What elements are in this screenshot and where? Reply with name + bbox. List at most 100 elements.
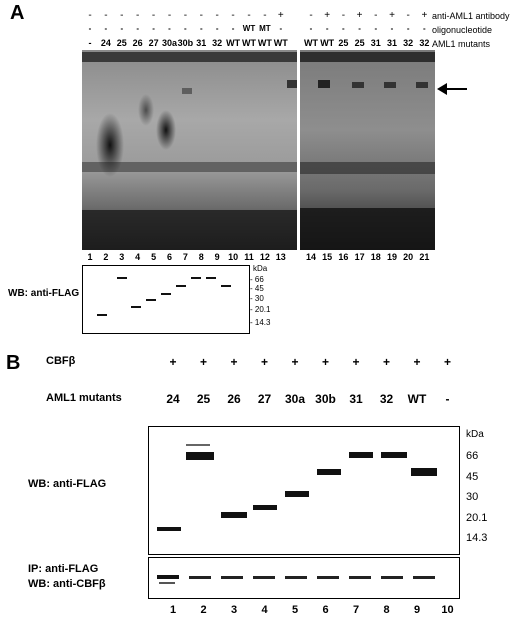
oligonucleotide-row-label: oligonucleotide: [432, 25, 493, 35]
lane-number: 10: [228, 252, 239, 262]
mutant-label: 32: [419, 38, 430, 48]
size-marker: 66: [466, 450, 479, 462]
lane-number: 2: [103, 252, 109, 262]
oligo-mark: -: [423, 24, 426, 33]
mutant-label: 26: [132, 38, 143, 48]
lane-number: 5: [291, 604, 299, 616]
antibody-mark: -: [136, 10, 140, 21]
mutant-label: WT: [273, 38, 288, 48]
oligo-mark: -: [184, 24, 187, 33]
cbf-mark: +: [169, 355, 177, 369]
shifted-complex-arrow-icon: [437, 83, 467, 95]
mutant-label: 25: [338, 38, 349, 48]
antibody-mark: -: [88, 10, 92, 21]
panel-a-letter: A: [10, 2, 25, 24]
cbf-mark: +: [413, 355, 421, 369]
mutant-label: 26: [227, 392, 241, 406]
oligo-mark: -: [279, 24, 283, 33]
mutant-label: WT: [257, 38, 272, 48]
cbf-mark: +: [230, 355, 238, 369]
mutant-label: WT: [320, 38, 335, 48]
oligo-mark: -: [215, 24, 219, 33]
lane-number: 4: [135, 252, 141, 262]
mutant-label: 25: [116, 38, 127, 48]
size-marker: - 30: [250, 294, 264, 303]
mutant-label: 32: [212, 38, 223, 48]
mutant-label: 32: [379, 392, 394, 406]
mutant-label: 31: [370, 38, 381, 48]
oligo-mark: -: [231, 24, 235, 33]
oligo-mark: -: [358, 24, 361, 33]
mutant-label: 24: [100, 38, 111, 48]
oligo-mark: -: [199, 24, 203, 33]
lane-number: 15: [322, 252, 333, 262]
oligo-mark: -: [342, 24, 345, 33]
emsa-gel-left: [82, 50, 297, 250]
mutant-label: WT: [407, 392, 427, 406]
panel-b-wb-label: WB: anti-FLAG: [28, 478, 107, 490]
lane-number: 17: [354, 252, 365, 262]
lane-number: 8: [383, 604, 390, 616]
antibody-mark: -: [199, 10, 203, 21]
panel-a-wb-label: WB: anti-FLAG: [8, 288, 80, 299]
lane-number: 6: [166, 252, 172, 262]
lane-number: 13: [275, 252, 286, 262]
lane-number: 12: [259, 252, 270, 262]
lane-number: 6: [322, 604, 329, 616]
mutant-label: 27: [257, 392, 272, 406]
lane-number: 20: [403, 252, 414, 262]
size-marker: - 14.3: [250, 318, 271, 327]
mutant-label: 31: [386, 38, 397, 48]
cbf-mark: +: [443, 355, 451, 369]
mutant-label: -: [88, 38, 92, 48]
antibody-row-label: anti-AML1 antibody: [432, 11, 510, 21]
mutant-label: 30a: [284, 392, 306, 406]
antibody-mark: +: [324, 10, 331, 21]
oligo-mark: -: [406, 24, 410, 33]
lane-number: 8: [198, 252, 204, 262]
cbf-mark: +: [321, 355, 329, 369]
antibody-mark: -: [231, 10, 235, 21]
panel-b-ip-blot: [148, 557, 460, 599]
cbf-mark: +: [291, 355, 299, 369]
antibody-mark: -: [120, 10, 124, 21]
mutant-label: 30b: [177, 38, 194, 48]
mutant-label: 25: [354, 38, 365, 48]
oligo-mark: -: [136, 24, 140, 33]
antibody-mark: +: [277, 10, 284, 21]
mutant-label: WT: [226, 38, 241, 48]
antibody-mark: -: [215, 10, 219, 21]
size-marker: 45: [466, 471, 479, 483]
antibody-mark: -: [104, 10, 108, 21]
lane-number: 11: [244, 252, 254, 262]
lane-number: 1: [87, 252, 93, 262]
antibody-mark: +: [421, 10, 428, 21]
panel-b-blot-bands: [157, 444, 437, 531]
size-marker: 14.3: [466, 532, 488, 544]
size-marker: - 45: [250, 284, 264, 293]
emsa-gel-right: [300, 50, 435, 250]
mutant-label: 32: [403, 38, 414, 48]
mutant-label: 24: [166, 392, 180, 406]
panel-a-western-blot: [82, 265, 250, 334]
lane-number: 21: [419, 252, 430, 262]
mutant-label: 30a: [161, 38, 178, 48]
panel-b-ip-label: IP: anti-FLAG: [28, 563, 99, 575]
oligo-mark: -: [88, 24, 92, 33]
mutant-label: -: [445, 392, 450, 406]
panel-a-blot-bands: [97, 277, 231, 316]
cbf-beta-row-label: CBFβ: [46, 355, 76, 367]
oligo-mark: -: [325, 24, 329, 33]
cbf-mark: +: [352, 355, 360, 369]
panel-b-western-blot: [148, 426, 460, 555]
oligo-mark: -: [309, 24, 313, 33]
cbf-mark: +: [199, 355, 207, 369]
antibody-mark: -: [263, 10, 267, 21]
lane-number: 7: [182, 252, 188, 262]
oligo-mark: MT: [259, 24, 271, 33]
lane-number: 9: [214, 252, 220, 262]
antibody-mark: -: [151, 10, 156, 21]
mutant-label: 31: [349, 392, 363, 406]
antibody-mark: +: [389, 10, 395, 21]
antibody-mark: -: [309, 10, 313, 21]
